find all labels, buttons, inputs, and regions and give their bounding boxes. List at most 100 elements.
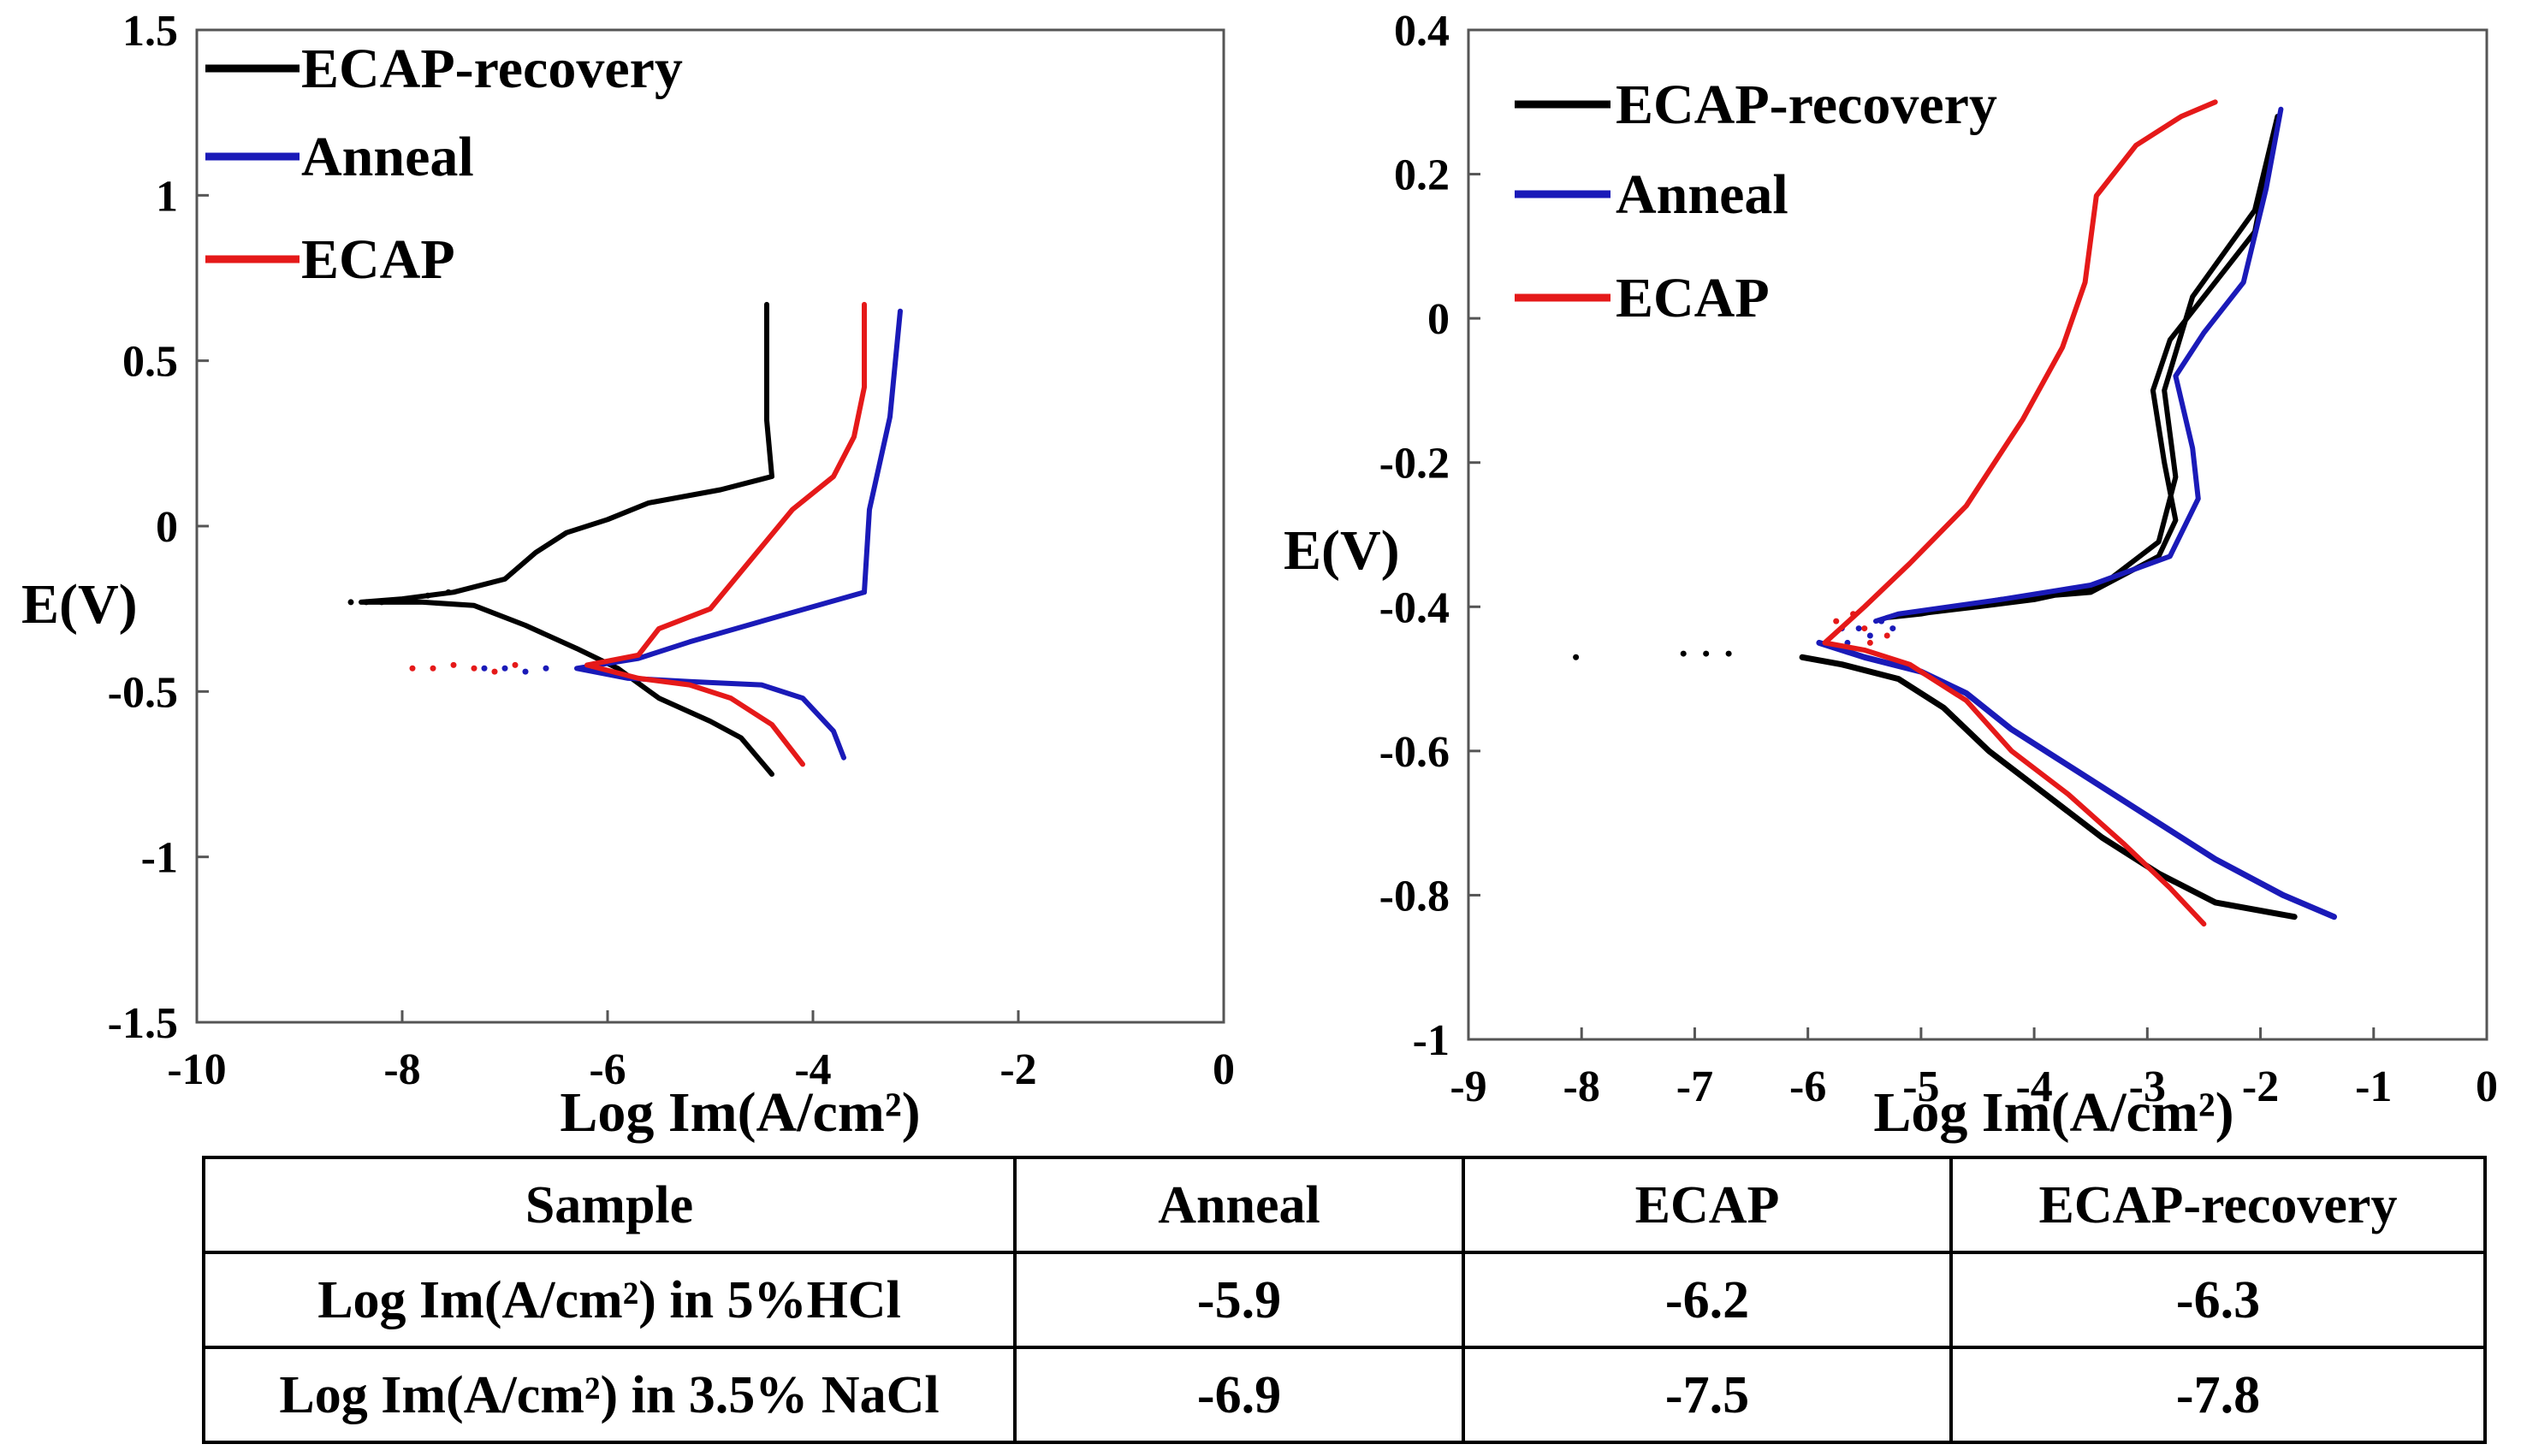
y-tick-label: -0.2 xyxy=(1379,440,1450,488)
table-row: Log Im(A/cm²) in 3.5% NaCl -6.9 -7.5 -7.… xyxy=(202,1346,2487,1444)
data-point xyxy=(501,665,508,672)
series-line xyxy=(574,308,903,761)
x-tick-label: -8 xyxy=(1563,1062,1600,1111)
series-cathodic-line xyxy=(1816,639,2337,920)
chart-area: -10 -8 -6 -4 -2 0 1.5 1 0.5 0 -0.5 -1 -1.5 Log Im(A/c… xyxy=(21,7,2498,1144)
x-tick-label: -8 xyxy=(383,1045,420,1094)
table-cell: -7.5 xyxy=(1462,1346,1953,1444)
data-point xyxy=(471,665,478,672)
data-point xyxy=(1878,618,1885,624)
y-tick-label: 0 xyxy=(156,503,178,552)
series-anneal xyxy=(481,308,903,761)
legend-label: ECAP-recovery xyxy=(1616,74,1997,136)
data-point xyxy=(1833,618,1840,624)
plot-frame xyxy=(1467,28,2488,1041)
y-tick-label: -0.5 xyxy=(108,668,178,717)
y-tick-label: -1.5 xyxy=(108,999,178,1048)
legend-label: ECAP xyxy=(1616,267,1770,329)
x-tick-label: -5 xyxy=(1902,1062,1939,1111)
data-point xyxy=(378,599,385,606)
data-point xyxy=(424,592,431,599)
data-point xyxy=(1866,639,1873,646)
data-point xyxy=(1850,611,1857,618)
y-tick-label: 0.5 xyxy=(122,338,178,387)
table-header-row: Sample Anneal ECAP ECAP-recovery xyxy=(202,1156,2487,1254)
series-ecap xyxy=(409,301,867,767)
chart-2: -9 -8 -7 -6 -5 -4 -3 -2 -1 0 0.4 0.2 0 -0.2 -0.4 -0.6 -0… xyxy=(1284,7,2498,1144)
series-ecap-recovery xyxy=(1573,114,2298,920)
x-tick-label: -6 xyxy=(589,1045,626,1094)
y-tick-label: -0.4 xyxy=(1379,583,1450,632)
x-tick-label: 0 xyxy=(2476,1062,2498,1111)
y-tick-label: -1 xyxy=(1413,1016,1450,1065)
x-tick-label: -6 xyxy=(1789,1062,1826,1111)
x-tick-label: -2 xyxy=(1000,1045,1036,1094)
legend-label: Anneal xyxy=(301,126,474,188)
y-tick-label: -0.6 xyxy=(1379,728,1450,777)
x-tick-label: -4 xyxy=(2015,1062,2052,1111)
chart-1: -10 -8 -6 -4 -2 0 1.5 1 0.5 0 -0.5 -1 -1.5 Log Im(A/c… xyxy=(21,7,1235,1144)
legend-label: ECAP-recovery xyxy=(301,38,683,100)
legend-label: ECAP xyxy=(301,228,455,291)
data-point xyxy=(512,661,519,668)
data-point xyxy=(363,599,370,606)
data-point xyxy=(1883,632,1890,639)
data-point xyxy=(347,599,354,606)
legend-label: Anneal xyxy=(1616,163,1788,226)
table-cell: -6.9 xyxy=(1013,1346,1465,1444)
header-ecap-recovery: ECAP-recovery xyxy=(1949,1156,2487,1254)
x-axis-label: Log Im(A/cm²) xyxy=(560,1081,920,1144)
data-point xyxy=(445,589,452,595)
y-tick-label: 0.4 xyxy=(1394,7,1450,56)
table-cell: -6.3 xyxy=(1949,1251,2487,1349)
series-anneal xyxy=(1816,106,2337,920)
series-line xyxy=(359,301,774,777)
data-point xyxy=(450,661,457,668)
y-tick-label: 1 xyxy=(156,172,178,221)
x-tick-label: -9 xyxy=(1450,1062,1486,1111)
data-point xyxy=(404,595,411,602)
table-cell: -6.2 xyxy=(1462,1251,1953,1349)
series-line xyxy=(1873,106,2284,624)
data-point xyxy=(1703,650,1710,657)
data-point xyxy=(543,665,549,672)
x-tick-label: -3 xyxy=(2129,1062,2166,1111)
y-axis-label: E(V) xyxy=(1284,519,1400,582)
y-tick-label: 0.2 xyxy=(1394,151,1450,200)
y-tick-label: 1.5 xyxy=(122,7,178,56)
table-row: Log Im(A/cm²) in 5%HCl -5.9 -6.2 -6.3 xyxy=(202,1251,2487,1349)
x-axis-label: Log Im(A/cm²) xyxy=(1873,1081,2233,1144)
series-line xyxy=(1884,114,2281,620)
series-ecap xyxy=(1822,99,2218,927)
table-cell: -5.9 xyxy=(1013,1251,1465,1349)
data-point xyxy=(430,665,436,672)
row-label: Log Im(A/cm²) in 5%HCl xyxy=(202,1251,1017,1349)
y-tick-label: -0.8 xyxy=(1379,872,1450,920)
y-axis-label: E(V) xyxy=(21,573,138,636)
y-tick-label: -1 xyxy=(141,834,178,883)
header-anneal: Anneal xyxy=(1013,1156,1465,1254)
data-point xyxy=(1855,625,1862,632)
x-tick-label: -7 xyxy=(1676,1062,1713,1111)
data-point xyxy=(409,665,416,672)
data-point xyxy=(1725,650,1732,657)
data-point xyxy=(522,668,529,675)
header-ecap: ECAP xyxy=(1462,1156,1953,1254)
y-tick-label: 0 xyxy=(1427,295,1450,344)
series-line xyxy=(1822,99,2218,927)
x-tick-label: -10 xyxy=(167,1045,226,1094)
x-tick-label: 0 xyxy=(1213,1045,1235,1094)
x-tick-label: -1 xyxy=(2355,1062,2392,1111)
table-cell: -7.8 xyxy=(1949,1346,2487,1444)
header-sample: Sample xyxy=(202,1156,1017,1254)
x-tick-label: -4 xyxy=(794,1045,831,1094)
data-point xyxy=(481,665,488,672)
x-tick-label: -2 xyxy=(2242,1062,2279,1111)
data-point xyxy=(1573,654,1580,660)
series-ecap-recovery xyxy=(347,301,774,777)
series-line xyxy=(584,301,867,767)
row-label: Log Im(A/cm²) in 3.5% NaCl xyxy=(202,1346,1017,1444)
data-point xyxy=(1861,625,1868,632)
data-point xyxy=(1866,632,1873,639)
